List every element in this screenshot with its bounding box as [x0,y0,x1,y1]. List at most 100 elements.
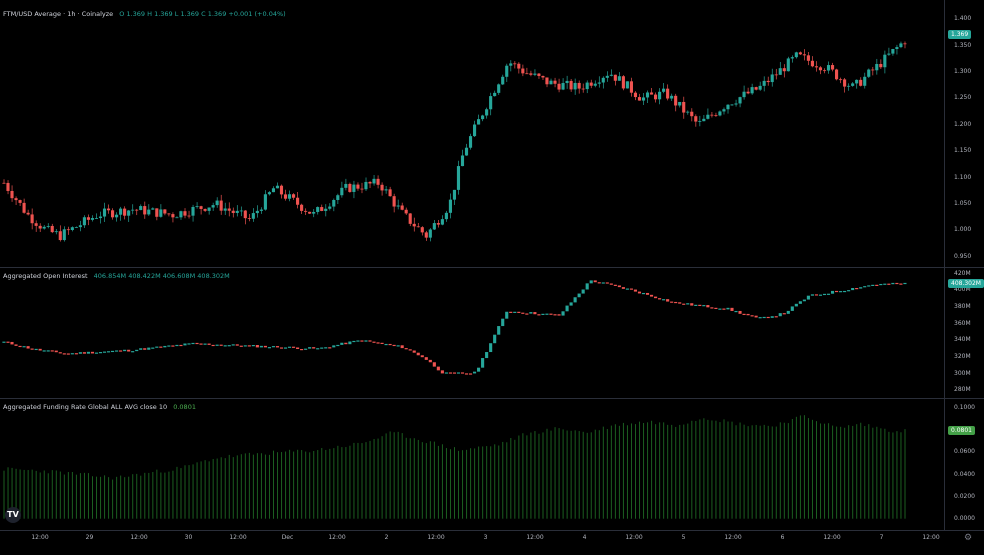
oi-candle [670,301,674,303]
price-candle [155,208,159,221]
price-candle [497,83,501,95]
oi-candle [135,349,139,352]
oi-candle [404,348,408,350]
oi-candle [239,345,243,347]
oi-candle [541,313,545,315]
price-candle [191,204,195,222]
price-candle [135,208,139,216]
price-candle [94,213,99,219]
price-candle [674,93,678,112]
oi-candle [255,345,259,348]
price-candle [332,198,336,212]
price-legend-values: O 1.369 H 1.369 L 1.369 C 1.369 +0.001 (… [119,10,286,18]
price-candle [774,68,778,80]
price-candle [706,108,710,120]
oi-candle [517,311,521,313]
oi-candle [822,293,827,296]
price-candle [682,96,686,119]
oi-candle [867,285,871,287]
oi-candle [223,345,227,347]
price-candle [609,69,613,77]
price-candle [521,64,525,77]
oi-candle [388,343,392,346]
price-candle [758,81,762,91]
oi-candle [649,294,654,297]
oi-candle [641,292,646,295]
price-candle [283,189,288,201]
oi-candle [352,340,356,343]
oi-candle [259,345,263,348]
pane-divider[interactable] [0,398,984,399]
oi-candle [561,311,565,316]
oi-candle [332,345,336,348]
price-candle [851,82,855,87]
oi-legend-values: 406.854M 408.422M 406.608M 408.302M [93,272,230,280]
oi-candle [171,345,175,347]
oi-candle [26,346,30,349]
price-candle [296,192,300,209]
price-candle [412,217,416,232]
price-candle [18,199,22,207]
oi-candle [501,318,505,327]
oi-candle [412,350,416,353]
price-candle [505,63,509,82]
price-candle [509,60,513,72]
oi-candle [589,280,593,284]
oi-candle [460,372,465,374]
oi-candle [30,348,34,350]
price-candle [187,210,191,219]
price-candle [356,182,360,191]
oi-candle [336,344,340,347]
oi-pane[interactable] [0,268,944,398]
price-candle [163,209,167,216]
price-candle [98,211,103,224]
price-pane[interactable] [0,0,944,267]
price-candle [424,230,428,241]
oi-candle [577,293,581,298]
oi-candle [569,302,573,306]
oi-candle [356,340,360,342]
price-candle [235,205,239,217]
funding-axis-tick: 0.0600 [954,448,975,456]
oi-candle [513,311,517,313]
oi-candle [734,310,738,313]
oi-candle [601,282,605,284]
time-axis[interactable] [0,530,984,555]
price-candle [565,75,569,89]
price-candle [645,90,650,104]
price-candle [119,206,123,221]
oi-candle [718,308,722,310]
oi-candle [814,294,819,296]
price-candle [90,215,95,222]
price-candle [637,93,642,101]
price-candle [810,56,814,68]
price-axis[interactable] [944,0,984,267]
oi-candle [710,307,714,309]
price-candle [2,179,6,184]
pane-divider[interactable] [0,267,984,268]
price-candle [585,80,589,94]
price-candle [826,61,831,74]
price-candle [195,202,199,209]
price-candle [22,198,26,214]
oi-candle [227,345,231,347]
oi-candle [843,290,847,293]
price-candle [473,120,477,138]
tradingview-logo-icon[interactable]: TV [5,507,21,523]
gear-icon[interactable]: ⚙ [963,533,973,543]
funding-axis[interactable] [944,399,984,530]
oi-axis[interactable] [944,268,984,398]
price-candle [328,203,332,211]
price-candle [718,110,722,117]
oi-candle [340,342,344,345]
time-axis-tick: 3 [483,534,488,541]
price-candle [903,41,907,49]
price-candle [593,80,597,88]
price-candle [666,84,670,101]
price-candle [871,66,875,76]
oi-candle [159,346,163,348]
price-candle [452,189,457,205]
price-candle [86,214,90,226]
price-candle [203,208,207,213]
price-candle [211,202,215,211]
